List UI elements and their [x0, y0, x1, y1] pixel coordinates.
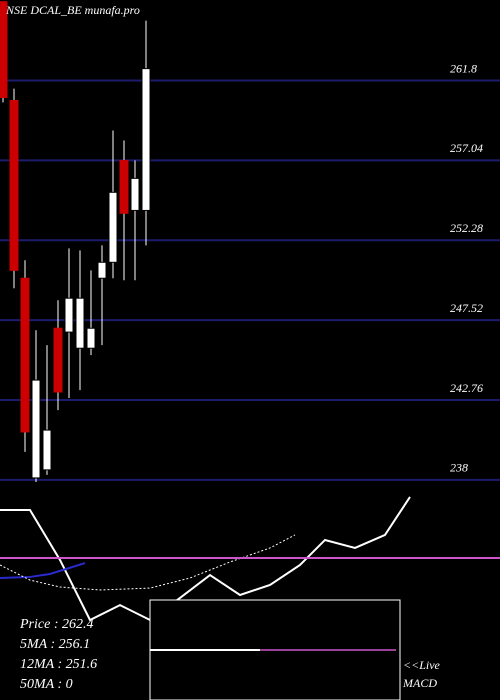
y-tick-label: 252.28 — [450, 221, 483, 235]
info-5ma: 5MA : 256.1 — [20, 637, 90, 652]
candle-body — [31, 379, 41, 479]
candle-body — [75, 297, 85, 349]
info-50ma: 50MA : 0 — [20, 677, 73, 692]
macd-panel — [0, 496, 500, 622]
candle-body — [86, 327, 96, 349]
info-price: Price : 262.4 — [19, 617, 93, 632]
candle-body — [20, 277, 30, 433]
candle-body — [42, 429, 52, 471]
candle-body — [64, 297, 74, 333]
candle-body — [9, 100, 19, 271]
indicator-line — [0, 562, 86, 579]
indicator-label: MACD — [402, 676, 437, 690]
indicator-line — [0, 496, 411, 622]
candle-body — [119, 159, 129, 214]
live-label: <<Live — [403, 658, 441, 672]
info-12ma: 12MA : 251.6 — [20, 657, 97, 672]
indicator-line — [0, 534, 296, 591]
y-tick-label: 257.04 — [450, 141, 483, 155]
candle-body — [108, 191, 118, 263]
candle-body — [97, 261, 107, 279]
candle-body — [141, 68, 151, 211]
y-tick-label: 238 — [450, 461, 468, 475]
price-panel: 238 242.76 247.52 252.28 257.04 261.8 — [0, 1, 500, 482]
y-tick-label: 247.52 — [450, 301, 483, 315]
y-tick-label: 261.8 — [450, 61, 477, 75]
candle-body — [130, 177, 140, 211]
chart-title: NSE DCAL_BE munafa.pro — [5, 3, 140, 17]
y-tick-label: 242.76 — [450, 381, 483, 395]
candle-body — [0, 1, 8, 98]
candle-body — [53, 327, 63, 393]
